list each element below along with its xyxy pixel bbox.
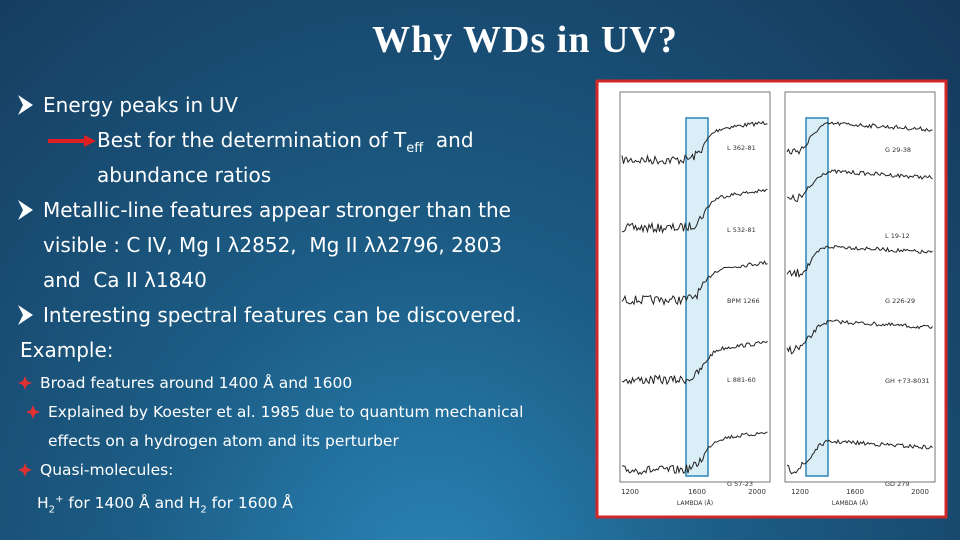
bullet-text: Metallic-line features appear stronger t… bbox=[43, 198, 511, 222]
bullet-text: and Ca II λ1840 bbox=[43, 268, 207, 292]
sub-bullet-text: Best for the determination of Teff and bbox=[97, 128, 474, 161]
bullet-text: Interesting spectral features can be dis… bbox=[43, 303, 522, 327]
text: H bbox=[37, 494, 49, 513]
text: for 1400 Å and H bbox=[63, 494, 201, 513]
subscript: 2 bbox=[48, 504, 56, 516]
bullet-arrow bbox=[18, 200, 33, 220]
superscript: + bbox=[55, 494, 64, 505]
bullet-arrow bbox=[18, 95, 33, 115]
arrow bbox=[48, 135, 96, 147]
bullet-text: visible : C IV, Mg I λ2852, Mg II λλ2796… bbox=[43, 233, 503, 257]
bullet-markers bbox=[18, 95, 33, 325]
text: and bbox=[435, 128, 474, 152]
subscript: 2 bbox=[200, 504, 207, 516]
subscript: eff bbox=[406, 141, 424, 156]
text: for 1600 Å bbox=[206, 494, 293, 513]
sub-bullet-text: abundance ratios bbox=[97, 163, 272, 187]
text: Best for the determination of T bbox=[97, 128, 407, 152]
star-markers bbox=[18, 376, 40, 477]
bullet-text: Energy peaks in UV bbox=[43, 93, 238, 117]
point-text: Quasi-molecules: bbox=[40, 461, 174, 479]
star bbox=[18, 463, 32, 477]
point-text: effects on a hydrogen atom and its pertu… bbox=[48, 432, 399, 450]
point-text: Broad features around 1400 Å and 1600 bbox=[40, 374, 353, 392]
bullet-arrow bbox=[18, 305, 33, 325]
star bbox=[18, 376, 32, 390]
star bbox=[26, 405, 40, 419]
note-text: H2+ for 1400 Å and H2 for 1600 Å bbox=[37, 490, 293, 520]
point-text: Explained by Koester et al. 1985 due to … bbox=[48, 403, 524, 421]
slide-title: Why WDs in UV? bbox=[372, 19, 678, 61]
example-label: Example: bbox=[20, 338, 114, 362]
